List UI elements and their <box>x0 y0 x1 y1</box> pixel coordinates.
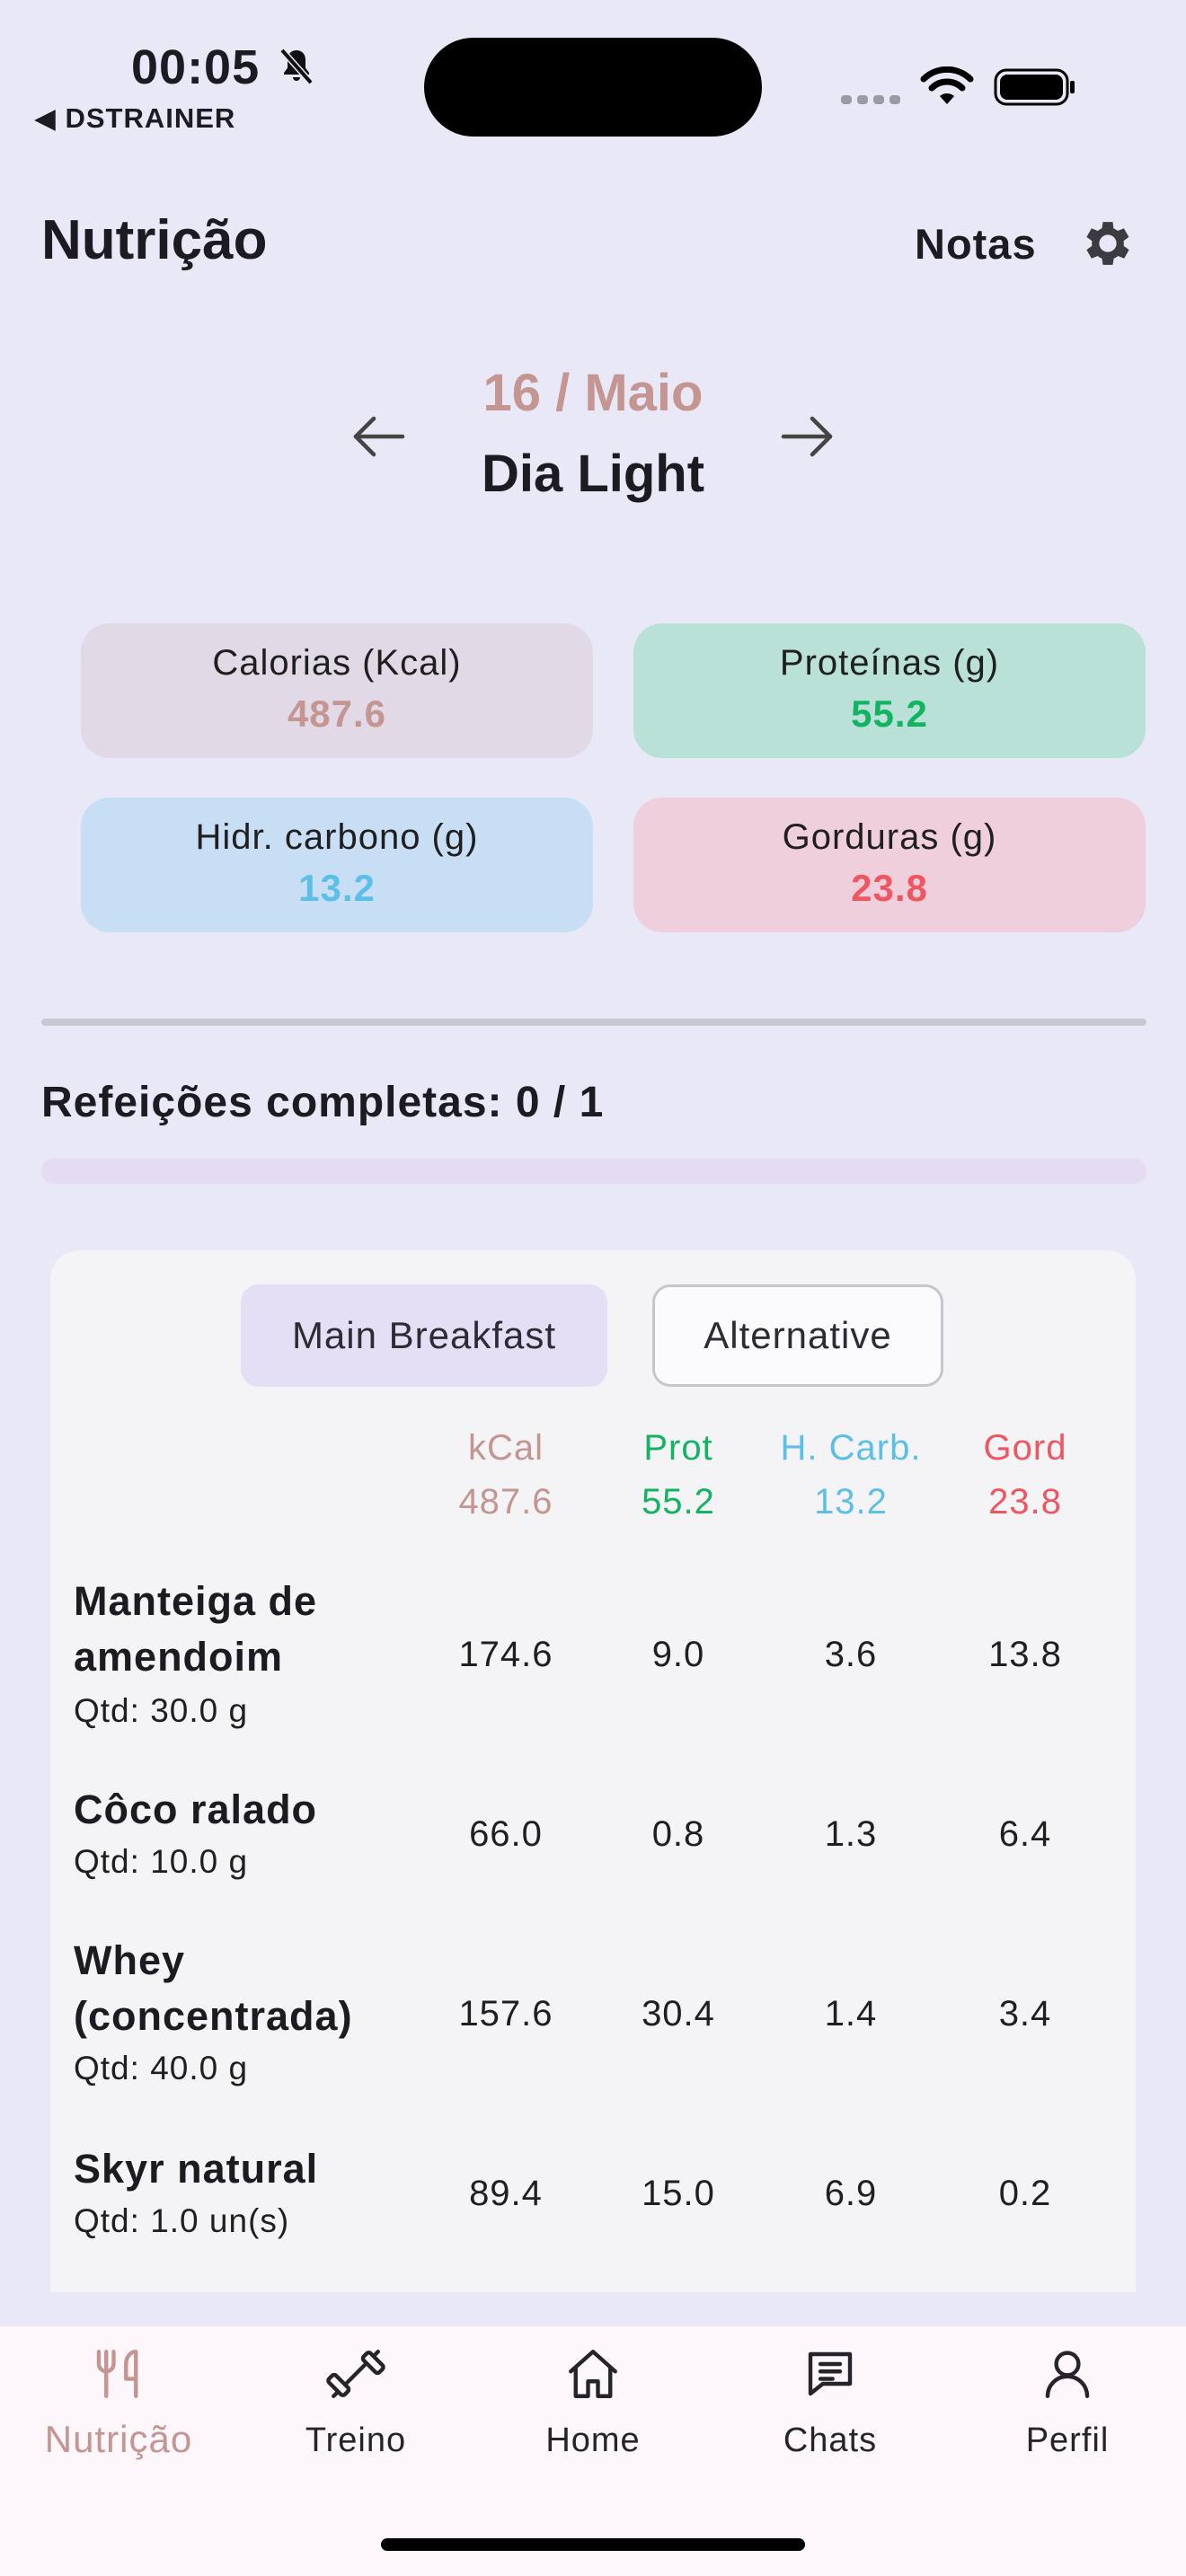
dynamic-island <box>424 38 762 137</box>
battery-icon <box>994 68 1075 106</box>
protein-label: Proteínas (g) <box>779 643 1000 683</box>
meals-completed-label: Refeições completas: 0 / 1 <box>41 1079 605 1126</box>
food-name: Côco ralado <box>74 1786 318 1832</box>
nav-item-nutricao[interactable]: Nutrição <box>0 2344 237 2461</box>
bell-muted-icon <box>279 48 314 85</box>
food-name: Whey (concentrada) <box>74 1937 353 2039</box>
food-quantity: Qtd: 10.0 g <box>74 1843 249 1880</box>
meal-panel <box>50 1250 1136 2292</box>
next-day-arrow-icon[interactable] <box>778 411 837 462</box>
previous-day-arrow-icon[interactable] <box>349 411 408 462</box>
nav-item-treino[interactable]: Treino <box>237 2344 474 2460</box>
notes-button[interactable]: Notas <box>915 220 1037 268</box>
food-kcal: 174.6 <box>458 1635 553 1674</box>
food-prot: 30.4 <box>642 1994 715 2033</box>
food-kcal: 89.4 <box>469 2174 543 2213</box>
nav-label: Chats <box>783 2422 878 2459</box>
food-kcal: 157.6 <box>458 1994 553 2033</box>
column-total-carb: 13.2 <box>814 1482 888 1522</box>
food-quantity: Qtd: 40.0 g <box>74 2050 249 2086</box>
food-prot: 15.0 <box>642 2174 715 2213</box>
nav-label: Treino <box>305 2422 407 2459</box>
meals-progress-bar <box>41 1159 1146 1184</box>
nav-item-perfil[interactable]: Perfil <box>949 2344 1186 2460</box>
page-title: Nutrição <box>41 209 268 271</box>
current-date: 16 / Maio <box>482 364 704 422</box>
column-header-fat: Gord <box>983 1428 1067 1468</box>
wifi-icon <box>920 66 974 104</box>
food-prot: 9.0 <box>651 1635 705 1674</box>
home-icon <box>569 2350 617 2398</box>
food-quantity: Qtd: 30.0 g <box>74 1692 249 1729</box>
column-total-fat: 23.8 <box>988 1482 1062 1522</box>
column-total-prot: 55.2 <box>642 1482 715 1522</box>
status-time: 00:05 <box>131 40 261 94</box>
food-fat: 6.4 <box>998 1814 1052 1854</box>
food-name: Skyr natural <box>74 2146 319 2192</box>
food-kcal: 66.0 <box>469 1814 543 1854</box>
column-header-prot: Prot <box>643 1428 713 1468</box>
food-carb: 3.6 <box>824 1635 878 1674</box>
day-type-label: Dia Light <box>481 445 705 503</box>
calories-label: Calorias (Kcal) <box>212 643 462 683</box>
column-total-kcal: 487.6 <box>458 1482 553 1522</box>
food-carb: 6.9 <box>824 2174 878 2213</box>
food-carb: 1.3 <box>824 1814 878 1854</box>
bottom-nav <box>0 2326 1186 2576</box>
carbs-label: Hidr. carbono (g) <box>195 817 479 857</box>
fat-card: Gorduras (g) 23.8 <box>633 798 1146 932</box>
home-indicator[interactable] <box>381 2538 805 2551</box>
nav-item-chats[interactable]: Chats <box>712 2344 949 2460</box>
signal-icon <box>841 95 900 104</box>
protein-card: Proteínas (g) 55.2 <box>633 623 1146 758</box>
nav-label: Home <box>545 2422 641 2459</box>
calories-card: Calorias (Kcal) 487.6 <box>81 623 593 758</box>
back-to-app-link[interactable]: ◀ DSTRAINER <box>34 102 236 134</box>
gear-icon[interactable] <box>1078 214 1137 273</box>
chat-icon <box>808 2351 853 2396</box>
carbs-card: Hidr. carbono (g) 13.2 <box>81 798 593 932</box>
protein-value: 55.2 <box>851 693 928 735</box>
tab-main-breakfast[interactable]: Main Breakfast <box>241 1284 607 1387</box>
tab-alternative[interactable]: Alternative <box>652 1284 943 1387</box>
nav-item-home[interactable]: Home <box>474 2344 712 2460</box>
column-header-carb: H. Carb. <box>780 1428 922 1468</box>
food-prot: 0.8 <box>651 1814 705 1854</box>
food-fat: 13.8 <box>988 1635 1062 1674</box>
nav-label: Nutrição <box>44 2418 193 2460</box>
food-fat: 3.4 <box>998 1994 1052 2033</box>
fork-knife-icon <box>96 2350 138 2398</box>
column-header-kcal: kCal <box>467 1428 544 1468</box>
person-icon <box>1045 2351 1090 2398</box>
food-name: Manteiga de amendoim <box>74 1578 318 1680</box>
food-fat: 0.2 <box>998 2174 1052 2213</box>
nav-label: Perfil <box>1025 2422 1110 2459</box>
section-divider <box>41 1019 1146 1026</box>
food-carb: 1.4 <box>824 1994 878 2033</box>
calories-value: 487.6 <box>287 693 387 735</box>
fat-label: Gorduras (g) <box>782 817 997 857</box>
food-quantity: Qtd: 1.0 un(s) <box>74 2202 290 2239</box>
fat-value: 23.8 <box>851 867 928 909</box>
dumbbell-icon <box>326 2350 385 2398</box>
carbs-value: 13.2 <box>298 867 376 909</box>
